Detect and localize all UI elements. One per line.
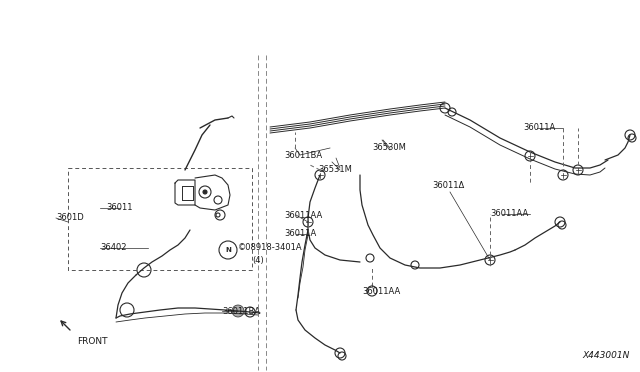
Text: 36011Δ: 36011Δ <box>432 180 464 189</box>
Text: 36531M: 36531M <box>318 166 352 174</box>
Circle shape <box>203 190 207 194</box>
Text: X443001N: X443001N <box>582 351 630 360</box>
Text: 3601D: 3601D <box>56 212 84 221</box>
Text: 36011BA: 36011BA <box>222 307 260 315</box>
Text: 36402: 36402 <box>100 243 127 251</box>
Text: FRONT: FRONT <box>77 337 108 346</box>
Text: 36011AA: 36011AA <box>490 209 528 218</box>
Text: 36011A: 36011A <box>284 230 316 238</box>
Text: 36530M: 36530M <box>372 144 406 153</box>
Text: 36011BA: 36011BA <box>284 151 322 160</box>
Text: N: N <box>225 247 231 253</box>
Circle shape <box>232 305 244 317</box>
Text: 36011: 36011 <box>106 202 132 212</box>
Text: 36011AA: 36011AA <box>284 211 323 219</box>
Text: ©08918-3401A: ©08918-3401A <box>238 244 303 253</box>
Text: 36011AA: 36011AA <box>362 286 400 295</box>
Text: (4): (4) <box>252 256 264 264</box>
Text: 36011A: 36011A <box>523 124 556 132</box>
